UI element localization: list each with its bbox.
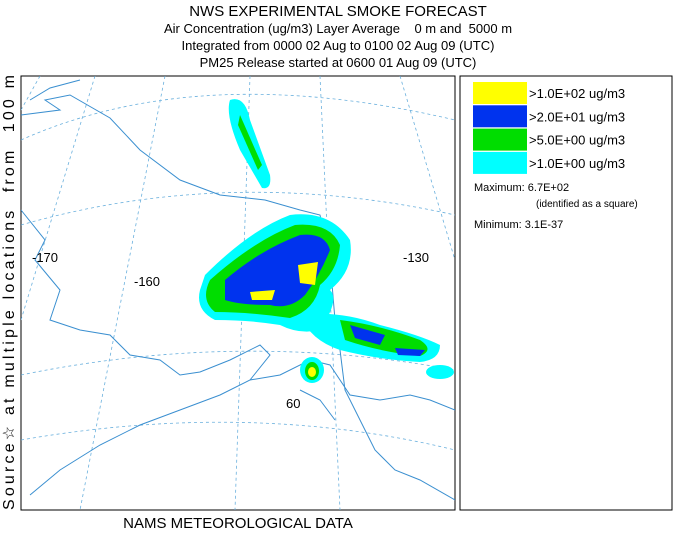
grid-label: -130 [403,250,429,265]
legend-swatch [473,128,527,151]
grid-label: -170 [32,250,58,265]
grid-label: -160 [134,274,160,289]
subtitle: PM25 Release started at 0600 01 Aug 09 (… [200,55,477,70]
plume [238,115,262,170]
coastline [21,79,455,501]
legend-label: >5.0E+00 ug/m3 [529,133,625,148]
maximum-note: (identified as a square) [536,199,638,210]
footer: NAMS METEOROLOGICAL DATA [123,515,353,532]
legend-swatch [473,151,527,174]
subtitle: Air Concentration (ug/m3) Layer Average … [164,21,512,36]
legend-label: >1.0E+00 ug/m3 [529,156,625,171]
plume [250,262,318,300]
maximum: Maximum: 6.7E+02 [474,182,569,194]
legend-swatch [473,105,527,128]
legend-label: >1.0E+02 ug/m3 [529,86,625,101]
legend: >1.0E+02 ug/m3 >2.0E+01 ug/m3 >5.0E+00 ug/… [473,82,625,174]
side-label: Source☆ at multiple locations from 100 m [1,75,18,510]
legend-swatch [473,82,527,104]
plume [225,234,330,307]
legend-label: >2.0E+01 ug/m3 [529,109,625,124]
plume [308,367,316,377]
grid-label: 60 [286,396,300,411]
map: -170 -160 -130 60 [20,75,456,511]
minimum: Minimum: 3.1E-37 [474,219,563,231]
plume [350,325,425,356]
title: NWS EXPERIMENTAL SMOKE FORECAST [189,3,487,20]
plume [426,365,454,379]
subtitle: Integrated from 0000 02 Aug to 0100 02 A… [182,38,495,53]
